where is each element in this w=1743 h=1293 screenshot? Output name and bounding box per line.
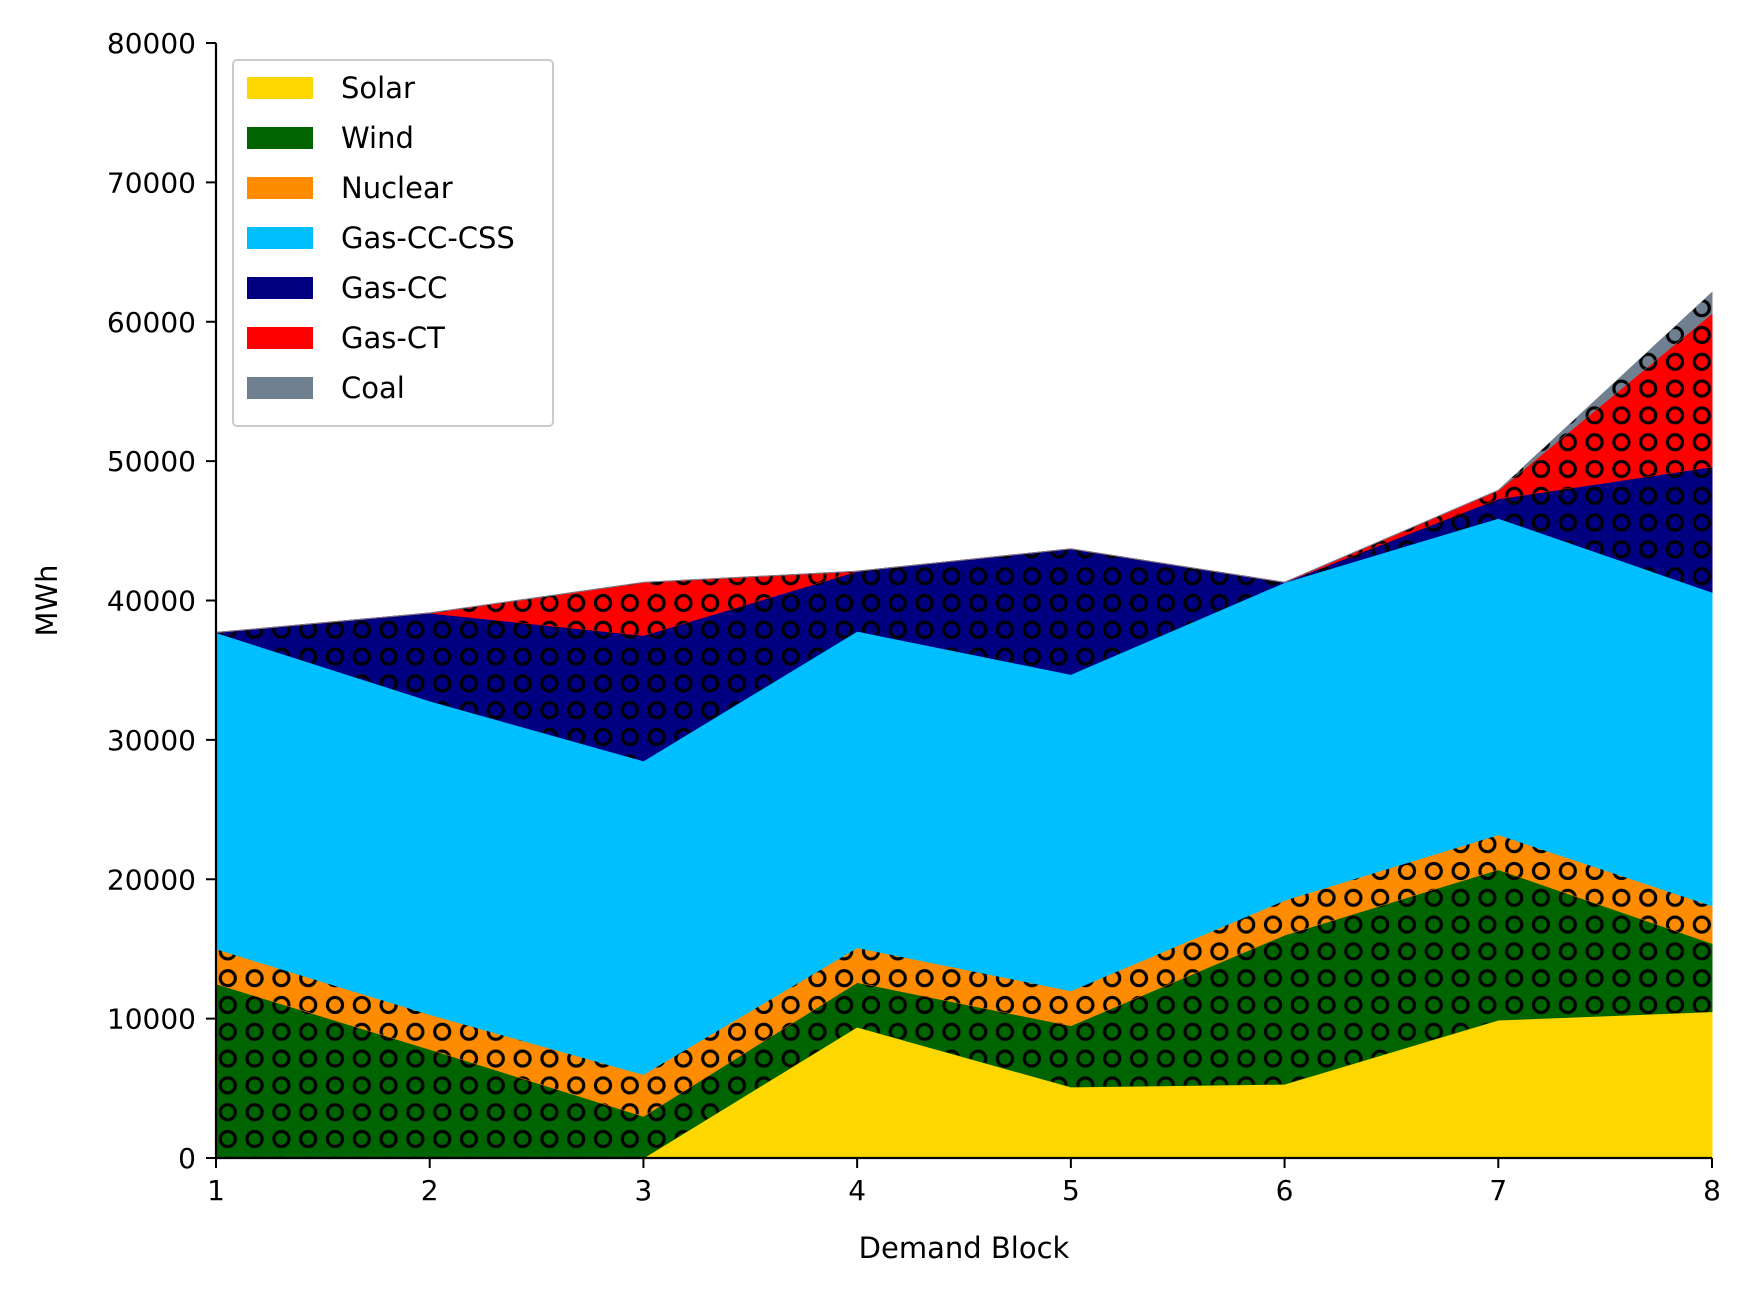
area-hatch-wind bbox=[216, 869, 1712, 1158]
y-tick-label: 20000 bbox=[107, 863, 196, 896]
legend-item-wind: Wind bbox=[247, 121, 414, 155]
legend-label: Wind bbox=[341, 121, 414, 155]
legend-label: Gas-CC-CSS bbox=[341, 221, 515, 255]
legend-item-nuclear: Nuclear bbox=[247, 171, 453, 205]
x-tick-label: 6 bbox=[1276, 1174, 1294, 1207]
legend-item-gas-ct: Gas-CT bbox=[247, 321, 445, 355]
legend-item-coal: Coal bbox=[247, 371, 405, 405]
legend-label: Coal bbox=[341, 371, 405, 405]
area-hatch-gas-cc bbox=[216, 466, 1712, 761]
legend-label: Gas-CC bbox=[341, 271, 447, 305]
x-tick-label: 1 bbox=[207, 1174, 225, 1207]
x-axis-title: Demand Block bbox=[859, 1231, 1070, 1265]
x-tick-label: 5 bbox=[1062, 1174, 1080, 1207]
y-axis-title: MWh bbox=[30, 564, 64, 636]
y-tick-label: 80000 bbox=[107, 27, 196, 60]
legend-label: Solar bbox=[341, 71, 415, 105]
legend-swatch bbox=[247, 177, 313, 199]
y-tick-label: 30000 bbox=[107, 724, 196, 757]
area-coal bbox=[215, 291, 1713, 634]
legend-swatch bbox=[247, 277, 313, 299]
x-ticks: 1 2 3 4 5 6 7 8 bbox=[207, 1158, 1721, 1207]
legend-label: Nuclear bbox=[341, 171, 453, 205]
y-tick-label: 60000 bbox=[107, 306, 196, 339]
y-tick-label: 10000 bbox=[107, 1003, 196, 1036]
legend-swatch bbox=[247, 327, 313, 349]
area-hatch-nuclear bbox=[216, 834, 1712, 1117]
legend-item-gas-cc-css: Gas-CC-CSS bbox=[247, 221, 515, 255]
legend-label: Gas-CT bbox=[341, 321, 445, 355]
y-tick-label: 70000 bbox=[107, 166, 196, 199]
legend-swatch bbox=[247, 127, 313, 149]
legend-swatch bbox=[247, 77, 313, 99]
x-tick-label: 7 bbox=[1489, 1174, 1507, 1207]
legend-item-solar: Solar bbox=[247, 71, 415, 105]
x-tick-label: 4 bbox=[848, 1174, 866, 1207]
plot-areas bbox=[215, 291, 1713, 1159]
legend: Solar Wind Nuclear Gas-CC-CSS Gas-CC Gas-CT Co… bbox=[232, 59, 554, 427]
x-tick-label: 3 bbox=[635, 1174, 653, 1207]
legend-swatch bbox=[247, 377, 313, 399]
y-tick-label: 40000 bbox=[107, 585, 196, 618]
legend-item-gas-cc: Gas-CC bbox=[247, 271, 447, 305]
legend-swatch bbox=[247, 227, 313, 249]
y-tick-label: 50000 bbox=[107, 445, 196, 478]
x-tick-label: 8 bbox=[1703, 1174, 1721, 1207]
y-tick-label: 0 bbox=[178, 1142, 196, 1175]
y-ticks: 0 10000 20000 30000 40000 50000 60000 70000 8000… bbox=[107, 27, 216, 1175]
x-tick-label: 2 bbox=[421, 1174, 439, 1207]
